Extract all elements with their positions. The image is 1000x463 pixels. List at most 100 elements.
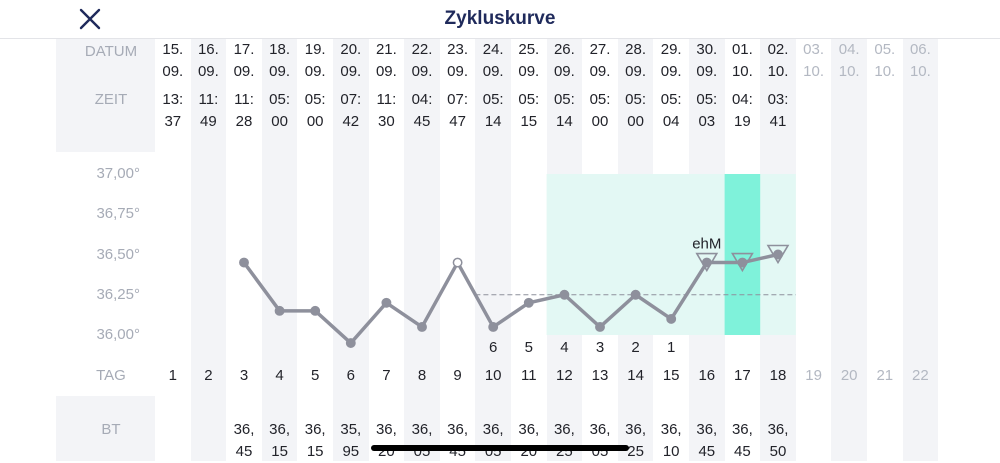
datum-day: 18. — [269, 41, 291, 58]
tag-number: 10 — [484, 367, 502, 384]
datum-day: 04. — [838, 41, 860, 58]
countdown-label: 6 — [489, 339, 498, 356]
datum-label: DATUM — [84, 43, 138, 60]
countdown-label: 5 — [524, 339, 533, 356]
datum-day: 24. — [482, 41, 504, 58]
tag-number: 9 — [453, 367, 462, 384]
datum-month: 10. — [874, 63, 896, 80]
zeit-minute: 49 — [200, 113, 217, 130]
tag-number: 5 — [311, 367, 320, 384]
column-stripe — [261, 39, 298, 461]
zeit-minute: 42 — [342, 113, 360, 130]
home-indicator — [371, 445, 629, 451]
datum-day: 21. — [375, 41, 397, 58]
y-tick-label: 36,75° — [96, 205, 140, 223]
datum-month: 09. — [162, 63, 184, 80]
tag-number: 18 — [769, 367, 787, 384]
column-stripe — [190, 39, 227, 461]
datum-month: 09. — [625, 63, 647, 80]
datum-month: 09. — [553, 63, 575, 80]
zeit-minute: 45 — [413, 113, 431, 130]
datum-day: 20. — [340, 41, 362, 58]
bt-value-dec: 45 — [698, 443, 716, 460]
bt-value-int: 36, — [233, 421, 255, 438]
zeit-minute: 19 — [734, 113, 751, 130]
zeit-hour: 11: — [198, 91, 219, 108]
zeit-minute: 00 — [627, 113, 644, 130]
datum-month: 09. — [660, 63, 682, 80]
data-point — [239, 257, 249, 268]
y-tick-label: 36,00° — [96, 326, 140, 343]
data-point — [417, 322, 427, 332]
datum-month: 10. — [909, 63, 931, 80]
tag-number: 13 — [591, 367, 609, 384]
datum-day: 15. — [162, 41, 184, 58]
bt-value-dec: 10 — [662, 443, 680, 460]
column-stripes — [0, 39, 1000, 461]
high-temp-triangle — [731, 252, 754, 273]
datum-month: 10. — [803, 63, 825, 80]
close-icon[interactable] — [78, 7, 102, 31]
datum-day: 16. — [197, 41, 219, 58]
zeit-hour: 05: — [304, 91, 326, 108]
tag-number: 6 — [346, 367, 355, 384]
tag-number: 7 — [382, 367, 391, 384]
bt-value-int: 36, — [660, 421, 682, 438]
zeit-hour: 05: — [660, 91, 682, 108]
datum-day: 29. — [660, 41, 682, 58]
page-title: Zykluskurve — [444, 8, 556, 29]
bt-value-int: 36, — [447, 421, 469, 438]
datum-day: 30. — [696, 41, 718, 58]
datum-month: 09. — [375, 63, 397, 80]
bt-value-int: 36, — [482, 421, 504, 438]
bt-value-dec: 15 — [271, 443, 288, 460]
countdown-label: 4 — [560, 339, 569, 356]
zeit-minute: 04 — [662, 113, 680, 130]
zeit-minute: 14 — [556, 113, 573, 130]
data-point — [737, 257, 748, 268]
bt-label: BT — [101, 421, 121, 438]
zeit-hour: 11: — [376, 91, 397, 108]
bt-value-int: 36, — [767, 421, 789, 438]
column-stripe — [831, 39, 867, 461]
zeit-hour: 07: — [447, 91, 469, 108]
tag-number: 11 — [521, 367, 537, 384]
tag-number: 15 — [662, 367, 680, 384]
ovulation-marker — [724, 174, 761, 335]
datum-day: 26. — [553, 41, 575, 58]
datum-day: 25. — [518, 41, 540, 58]
datum-month: 09. — [269, 63, 291, 80]
zeit-hour: 05: — [696, 91, 718, 108]
y-tick-label: 37,00° — [96, 165, 140, 182]
zeit-hour: 03: — [767, 91, 789, 108]
data-point — [666, 313, 677, 324]
zeit-hour: 11: — [234, 91, 254, 108]
bt-value-int: 36, — [518, 421, 540, 438]
column-stripe — [404, 39, 440, 461]
data-point — [488, 322, 499, 332]
datum-day: 27. — [589, 41, 611, 58]
tag-number: 14 — [627, 367, 644, 384]
datum-day: 01. — [731, 41, 753, 58]
datum-day: 19. — [304, 41, 326, 58]
datum-day: 17. — [233, 41, 255, 58]
datum-month: 09. — [518, 63, 540, 80]
data-point — [381, 297, 392, 308]
zeit-hour: 05: — [482, 91, 504, 108]
datum-day: 02. — [767, 41, 789, 58]
zeit-minute: 30 — [378, 113, 395, 130]
tag-number: 1 — [168, 367, 177, 384]
tag-number: 20 — [840, 367, 858, 384]
zeit-hour: 05: — [625, 91, 647, 108]
bt-value-int: 36, — [304, 421, 326, 438]
data-point — [523, 297, 534, 308]
column-stripe — [902, 39, 939, 461]
datum-month: 09. — [411, 63, 433, 80]
temperature-line — [242, 252, 779, 345]
tag-number: 17 — [734, 367, 751, 384]
bt-value-int: 36, — [589, 421, 611, 438]
bt-value-int: 36, — [411, 421, 433, 438]
zeit-hour: 05: — [269, 91, 291, 108]
header-bar: Zykluskurve — [0, 0, 1000, 39]
datum-day: 05. — [874, 41, 896, 58]
